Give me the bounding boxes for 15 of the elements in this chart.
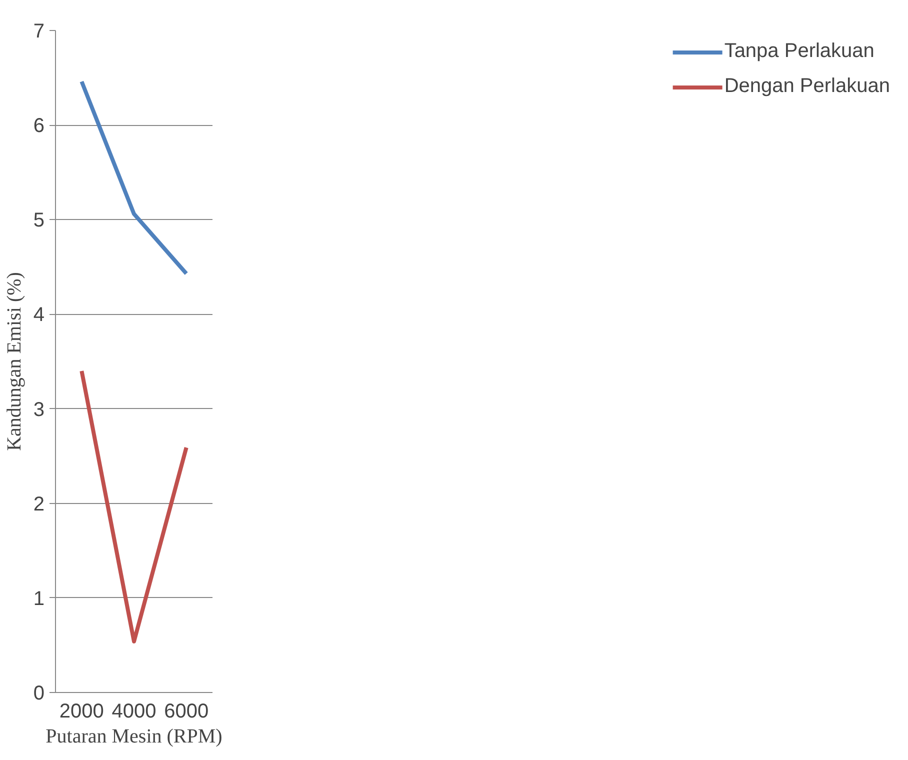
y-tick-label: 2 — [33, 493, 44, 516]
x-tick-label: 6000 — [164, 700, 209, 722]
x-axis-title: Putaran Mesin (RPM) — [46, 726, 222, 748]
legend-label: Dengan Perlakuan — [724, 75, 890, 98]
y-tick-label: 4 — [33, 304, 44, 326]
y-tick-label: 6 — [33, 115, 44, 138]
y-axis-title: Kandungan Emisi (%) — [3, 272, 26, 451]
x-tick-label: 4000 — [112, 700, 156, 722]
y-tick-label: 1 — [33, 588, 44, 610]
legend-label: Tanpa Perlakuan — [724, 40, 874, 63]
y-tick-label: 5 — [33, 210, 44, 232]
y-tick-label: 7 — [33, 20, 44, 42]
x-tick-label: 2000 — [59, 700, 104, 722]
y-tick-label: 0 — [33, 682, 44, 704]
y-tick-label: 3 — [33, 398, 44, 421]
